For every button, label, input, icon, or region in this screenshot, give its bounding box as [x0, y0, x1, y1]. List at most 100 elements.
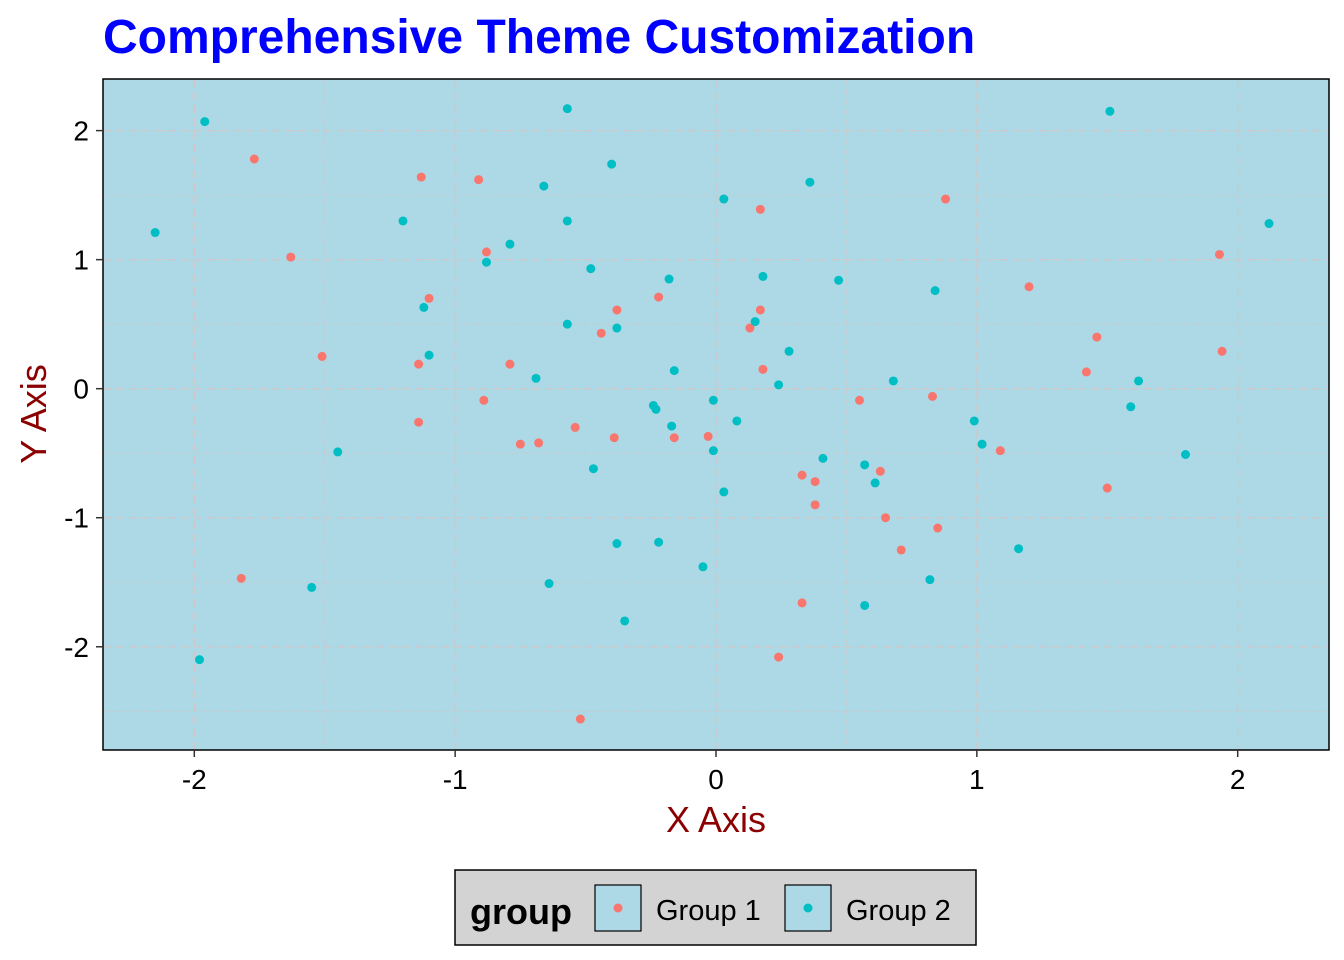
point-group-2: [1181, 450, 1191, 460]
point-group-2: [333, 447, 343, 457]
point-group-1: [941, 194, 951, 204]
point-group-1: [810, 500, 820, 510]
x-tick-label: -1: [443, 764, 468, 795]
point-group-2: [1126, 402, 1136, 412]
point-group-2: [1014, 544, 1024, 554]
point-group-1: [755, 305, 765, 315]
point-group-1: [414, 359, 424, 369]
point-group-1: [758, 364, 768, 374]
point-group-1: [317, 351, 327, 361]
point-group-2: [562, 216, 572, 226]
point-group-1: [249, 154, 259, 164]
legend: group Group 1 Group 2: [454, 869, 977, 946]
y-tick-label: -2: [64, 632, 89, 663]
point-group-1: [933, 523, 943, 533]
point-group-2: [698, 562, 708, 572]
legend-box: [454, 869, 977, 946]
point-group-1: [669, 433, 679, 443]
point-group-1: [774, 652, 784, 662]
point-group-2: [586, 264, 596, 274]
point-group-2: [669, 366, 679, 376]
point-group-2: [562, 319, 572, 329]
point-group-1: [1081, 367, 1091, 377]
point-group-2: [544, 579, 554, 589]
point-group-2: [719, 487, 729, 497]
y-tick-label: 0: [73, 374, 89, 405]
point-group-2: [398, 216, 408, 226]
point-group-1: [236, 573, 246, 583]
point-group-2: [481, 257, 491, 267]
point-group-2: [834, 275, 844, 285]
point-group-2: [424, 350, 434, 360]
point-group-2: [588, 464, 598, 474]
point-group-1: [286, 252, 296, 262]
legend-label-group-1: Group 1: [656, 895, 761, 927]
point-group-1: [797, 598, 807, 608]
point-group-2: [505, 239, 515, 249]
point-group-2: [888, 376, 898, 386]
legend-title: group: [470, 891, 572, 932]
point-group-1: [654, 292, 664, 302]
point-group-2: [805, 177, 815, 187]
point-group-1: [424, 293, 434, 303]
y-tick-label: 1: [73, 245, 89, 276]
point-group-2: [195, 655, 205, 665]
point-group-2: [818, 453, 828, 463]
point-group-1: [797, 470, 807, 480]
point-group-2: [870, 478, 880, 488]
x-tick-label: 1: [969, 764, 985, 795]
chart-title: Comprehensive Theme Customization: [103, 11, 975, 64]
legend-marker-group-2: [803, 903, 813, 913]
point-group-2: [750, 317, 760, 327]
point-group-1: [745, 323, 755, 333]
point-group-1: [1214, 249, 1224, 259]
point-group-2: [562, 104, 572, 114]
x-tick-label: -2: [182, 764, 207, 795]
point-group-1: [515, 439, 525, 449]
point-group-1: [1024, 282, 1034, 292]
point-group-1: [703, 431, 713, 441]
point-group-1: [881, 513, 891, 523]
point-group-2: [1105, 106, 1115, 116]
point-group-2: [977, 439, 987, 449]
point-group-2: [925, 575, 935, 585]
point-group-2: [719, 194, 729, 204]
x-tick-label: 2: [1230, 764, 1246, 795]
point-group-2: [1134, 376, 1144, 386]
point-group-2: [732, 416, 742, 426]
point-group-1: [995, 446, 1005, 456]
point-group-1: [474, 175, 484, 185]
point-group-2: [200, 117, 210, 127]
point-group-2: [612, 539, 622, 549]
legend-label-group-2: Group 2: [846, 895, 951, 927]
point-group-2: [539, 181, 549, 191]
point-group-2: [664, 274, 674, 284]
point-group-1: [570, 422, 580, 432]
point-group-2: [708, 395, 718, 405]
y-axis-label: Y Axis: [13, 364, 54, 463]
point-group-2: [860, 600, 870, 610]
point-group-1: [1217, 346, 1227, 356]
grid-lines: [103, 79, 1329, 750]
point-group-1: [810, 477, 820, 487]
point-group-2: [1264, 219, 1274, 229]
point-group-2: [612, 323, 622, 333]
point-group-2: [969, 416, 979, 426]
point-group-2: [784, 346, 794, 356]
point-group-1: [609, 433, 619, 443]
point-group-1: [1102, 483, 1112, 493]
point-group-1: [896, 545, 906, 555]
x-axis-label: X Axis: [666, 799, 766, 840]
legend-marker-group-1: [613, 903, 623, 913]
point-group-2: [930, 286, 940, 296]
point-group-2: [419, 302, 429, 312]
point-group-1: [596, 328, 606, 338]
point-group-2: [774, 380, 784, 390]
point-group-1: [481, 247, 491, 257]
point-group-2: [607, 159, 617, 169]
point-group-1: [416, 172, 426, 182]
point-group-2: [654, 537, 664, 547]
point-group-2: [620, 616, 630, 626]
y-tick-label: -1: [64, 503, 89, 534]
